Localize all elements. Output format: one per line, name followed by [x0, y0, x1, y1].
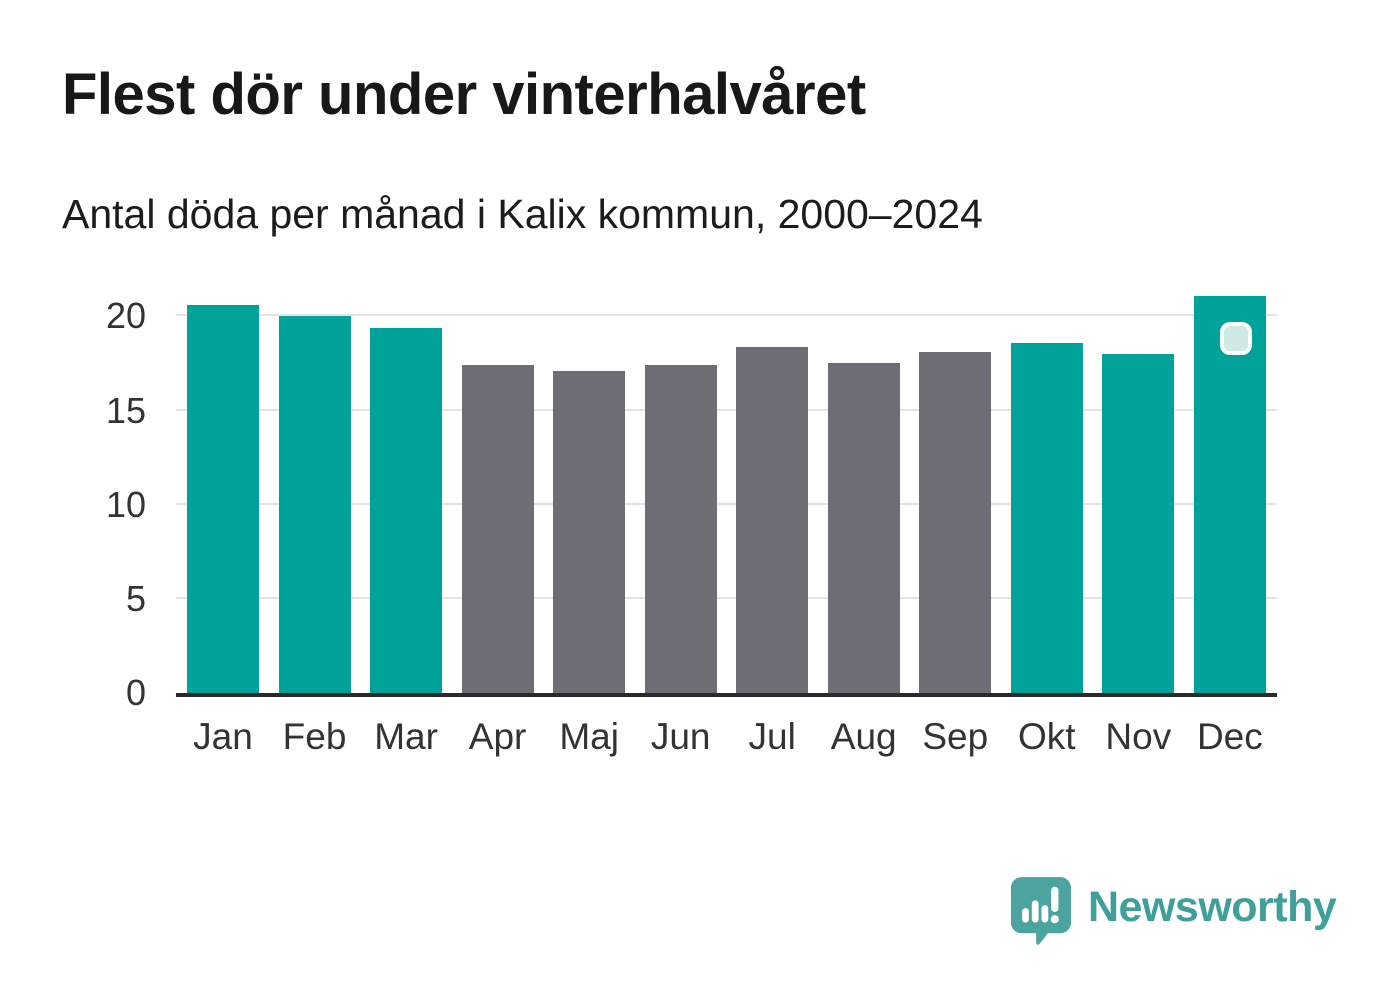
bar-sep — [919, 352, 992, 693]
x-tick-label-mar: Mar — [374, 716, 438, 757]
highlight-badge[interactable] — [1219, 321, 1252, 355]
bar-dec — [1193, 295, 1266, 693]
gridline-5 — [176, 596, 1277, 599]
bar-nov — [1102, 354, 1175, 693]
y-tick-label-0: 0 — [125, 672, 146, 713]
x-tick-label-maj: Maj — [559, 716, 619, 757]
x-axis-line — [176, 693, 1277, 697]
bar-jul — [736, 346, 809, 693]
x-tick-label-feb: Feb — [282, 716, 347, 757]
x-axis-tick-labels: Jan Feb Mar Apr Maj Jun Jul Aug Sep Okt Nov Dec — [176, 716, 1277, 758]
bar-aug — [827, 363, 900, 693]
y-axis-tick-labels: 0 5 10 15 20 — [0, 290, 150, 713]
bar-maj — [553, 371, 626, 693]
x-tick-label-dec: Dec — [1196, 716, 1263, 757]
x-tick-label-apr: Apr — [468, 716, 527, 757]
x-tick-label-nov: Nov — [1105, 716, 1172, 757]
bar-jun — [644, 365, 717, 693]
x-tick-label-jun: Jun — [650, 716, 711, 757]
x-tick-label-jan: Jan — [193, 716, 253, 757]
y-tick-label-10: 10 — [105, 483, 146, 525]
y-tick-label-20: 20 — [105, 295, 146, 337]
newsworthy-brand-link[interactable]: Newsworthy — [1010, 876, 1337, 946]
x-tick-label-aug: Aug — [830, 716, 897, 757]
gridline-10 — [176, 502, 1277, 505]
newsworthy-brand-text: Newsworthy — [1088, 882, 1337, 931]
bar-apr — [461, 365, 534, 693]
bar-feb — [278, 316, 351, 693]
gridline-15 — [176, 408, 1277, 411]
newsworthy-logo-icon — [1010, 877, 1072, 945]
x-tick-label-okt: Okt — [1018, 716, 1076, 757]
bars-container — [176, 290, 1277, 693]
x-tick-label-sep: Sep — [922, 716, 989, 757]
chart-title: Flest dör under vinterhalvåret — [62, 62, 866, 127]
y-tick-label-15: 15 — [105, 389, 146, 431]
bar-mar — [370, 327, 443, 693]
gridline-20 — [176, 314, 1277, 317]
chart-subtitle: Antal döda per månad i Kalix kommun, 200… — [62, 191, 983, 237]
bar-chart-plot-area — [176, 290, 1277, 697]
y-tick-label-5: 5 — [125, 577, 146, 619]
bar-jan — [187, 305, 259, 693]
bar-okt — [1010, 342, 1083, 693]
x-tick-label-jul: Jul — [748, 716, 796, 757]
